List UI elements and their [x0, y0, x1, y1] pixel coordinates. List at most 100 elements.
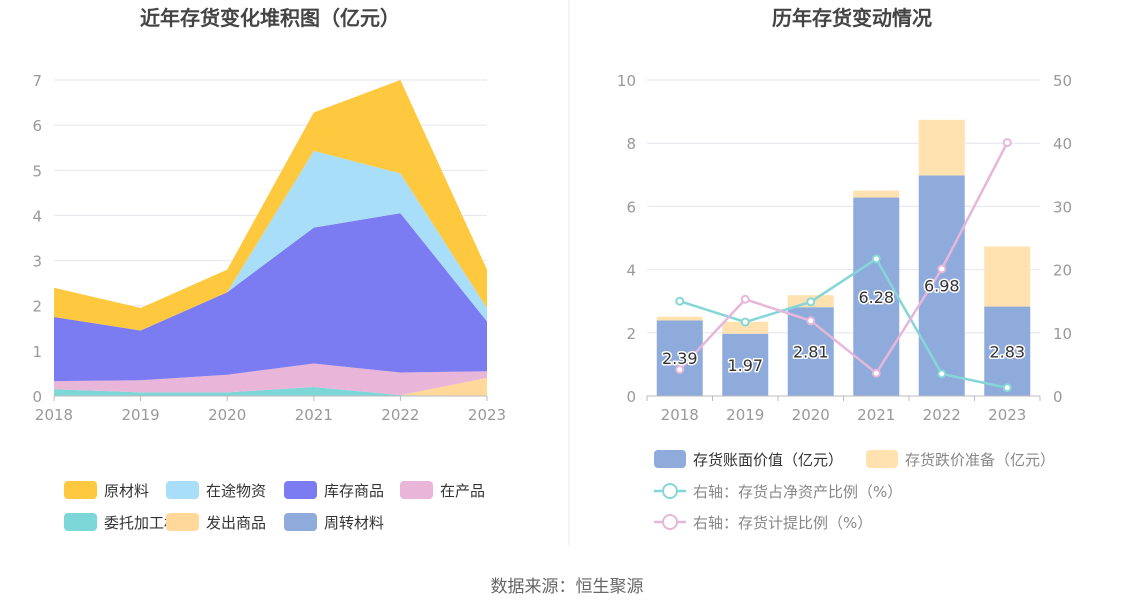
bar-right-tick-label: 30: [1053, 198, 1072, 216]
area-chart-title: 近年存货变化堆积图（亿元）: [140, 6, 400, 30]
line-point-1-2023: [1002, 138, 1012, 148]
area-series-4: [54, 213, 487, 382]
area-legend-swatch: [64, 513, 97, 531]
area-series-1: [54, 377, 487, 396]
area-y-tick-label: 7: [32, 72, 42, 90]
bar-book-value-2018: [656, 320, 703, 396]
bar-legend-label: 右轴：存货计提比例（%）: [693, 514, 872, 532]
line-point-0-2018: [675, 296, 685, 306]
line-point-0-2022: [937, 369, 947, 379]
area-legend-item-6[interactable]: 周转材料: [284, 513, 384, 532]
bar-data-label-2019: 1.97: [727, 356, 763, 375]
area-y-tick-label: 4: [32, 207, 42, 225]
bar-data-label-2020: 2.81: [793, 343, 829, 362]
line-point-1-2021: [871, 368, 881, 378]
bar-legend-item-0[interactable]: 存货账面价值（亿元）: [654, 450, 843, 469]
area-legend-label: 库存商品: [324, 482, 384, 500]
area-legend-item-0[interactable]: 原材料: [64, 481, 149, 500]
area-x-tick-label: 2018: [35, 406, 73, 424]
bar-left-tick-label: 10: [617, 72, 636, 90]
area-series-0: [54, 387, 487, 396]
line-point-1-2020: [806, 316, 816, 326]
area-y-tick-label: 5: [32, 162, 42, 180]
bar-legend-label: 存货账面价值（亿元）: [693, 451, 843, 469]
area-legend-item-3[interactable]: 在产品: [400, 481, 485, 500]
area-legend-swatch: [166, 513, 199, 531]
bar-book-value-2023: [984, 306, 1031, 396]
bar-left-tick-label: 2: [626, 325, 636, 343]
bar-chart-grid: [647, 79, 1040, 334]
line-series-1: [678, 142, 1009, 376]
bar-x-tick-label: 2019: [726, 406, 764, 424]
bar-legend-item-2[interactable]: 右轴：存货占净资产比例（%）: [654, 483, 902, 501]
bar-data-label-2018: 2.39: [662, 349, 698, 368]
bar-chart-axes: 0 2 4 6 8 10 0 10 20 30 40 50 2018 2019 2020 2021 2022 20…: [617, 72, 1072, 424]
area-x-tick-label: 2022: [381, 406, 419, 424]
area-legend-label: 在产品: [440, 482, 485, 500]
bar-left-tick-label: 6: [626, 198, 636, 216]
line-point-0-2021: [871, 254, 881, 264]
area-x-tick-label: 2019: [122, 406, 160, 424]
area-chart-axes: 0 1 2 3 4 5 6 7 2018 2019 2020 2021 2022 2023: [32, 72, 506, 424]
bar-left-tick-label: 0: [626, 388, 636, 406]
bar-right-tick-label: 40: [1053, 135, 1072, 153]
area-y-tick-label: 6: [32, 117, 42, 135]
bar-impairment-2018: [656, 316, 703, 321]
area-chart-series: [54, 80, 487, 396]
bar-right-tick-label: 20: [1053, 262, 1072, 280]
area-legend-label: 在途物资: [206, 482, 266, 500]
area-legend-swatch: [284, 513, 317, 531]
line-point-1-2022: [937, 264, 947, 274]
source-note: 数据来源：恒生聚源: [491, 577, 644, 597]
bar-chart-data-labels: 2.39 1.97 2.81 6.28 6.98 2.83: [660, 275, 1026, 376]
bar-x-tick-label: 2021: [857, 406, 895, 424]
area-series-5: [54, 150, 487, 331]
bar-chart-legend: 存货账面价值（亿元） 存货跌价准备（亿元） 右轴：存货占净资产比例（%） 右轴：存货计…: [654, 450, 1055, 532]
bar-right-tick-label: 10: [1053, 325, 1072, 343]
area-y-tick-label: 2: [32, 298, 42, 316]
bar-left-tick-label: 4: [626, 262, 636, 280]
bar-legend-item-1[interactable]: 存货跌价准备（亿元）: [866, 450, 1055, 469]
area-legend-swatch: [166, 481, 199, 499]
bar-legend-swatch: [654, 450, 686, 468]
bar-book-value-2019: [722, 333, 769, 396]
area-legend-swatch: [64, 481, 97, 499]
area-y-tick-label: 1: [32, 343, 42, 361]
area-legend-item-5[interactable]: 发出商品: [166, 513, 266, 532]
bar-impairment-2023: [984, 246, 1031, 307]
bar-data-label-2022: 6.98: [924, 277, 960, 296]
area-y-tick-label: 0: [32, 388, 42, 406]
bar-legend-item-3[interactable]: 右轴：存货计提比例（%）: [654, 514, 872, 532]
area-series-6: [54, 80, 487, 331]
bar-impairment-2019: [722, 321, 769, 334]
line-series-0: [679, 257, 1008, 390]
area-y-tick-label: 3: [32, 253, 42, 271]
bar-chart-lines: [675, 138, 1012, 393]
line-point-1-2019: [740, 294, 750, 304]
bar-x-tick-label: 2018: [661, 406, 699, 424]
bar-chart-bars: [656, 119, 1031, 396]
bar-book-value-2021: [853, 197, 900, 396]
area-x-tick-label: 2021: [295, 406, 333, 424]
line-legend-marker: [662, 483, 678, 499]
area-x-tick-label: 2023: [468, 406, 506, 424]
area-series-3: [54, 363, 487, 396]
line-point-1-2018: [675, 364, 685, 374]
bar-impairment-2022: [918, 119, 965, 176]
bar-data-label-2021: 6.28: [858, 288, 894, 307]
area-legend-item-1[interactable]: 在途物资: [166, 481, 266, 500]
bar-chart-title: 历年存货变动情况: [772, 6, 932, 30]
line-point-0-2023: [1002, 383, 1012, 393]
bar-right-tick-label: 0: [1053, 388, 1063, 406]
area-legend-swatch: [400, 481, 433, 499]
area-legend-item-2[interactable]: 库存商品: [284, 481, 384, 500]
line-legend-marker: [662, 514, 678, 530]
bar-book-value-2022: [918, 175, 965, 396]
bar-legend-swatch: [866, 450, 898, 468]
bar-x-tick-label: 2023: [988, 406, 1026, 424]
area-x-tick-label: 2020: [208, 406, 246, 424]
line-point-0-2019: [740, 317, 750, 327]
